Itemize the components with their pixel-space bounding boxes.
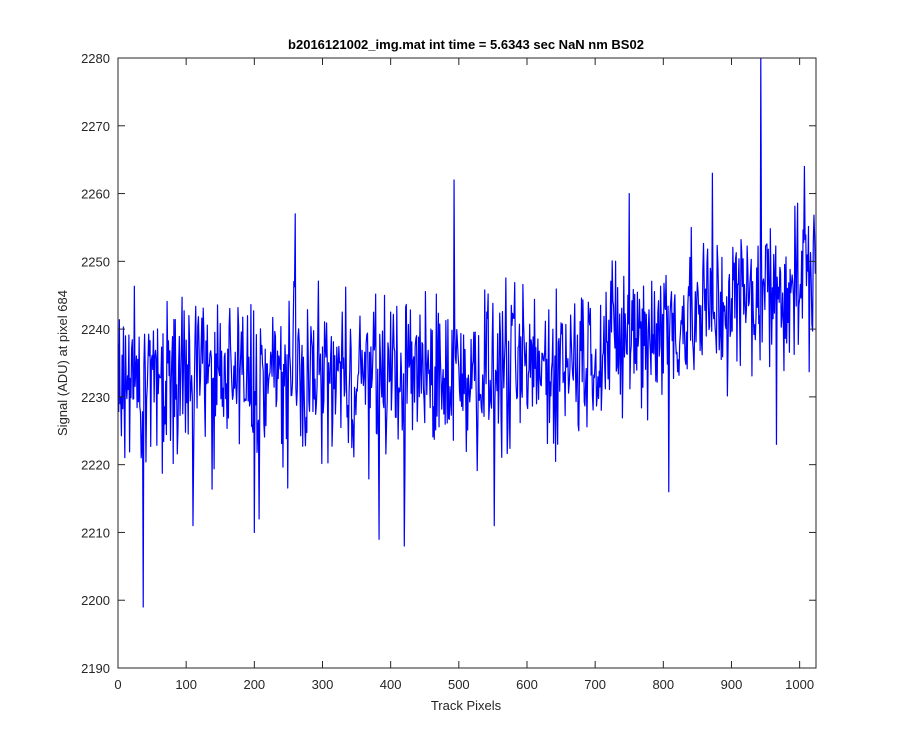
y-tick-label: 2240 bbox=[81, 322, 110, 337]
x-tick-label: 200 bbox=[243, 677, 265, 692]
x-tick-label: 1000 bbox=[785, 677, 814, 692]
x-axis-label: Track Pixels bbox=[431, 698, 502, 713]
y-tick-label: 2260 bbox=[81, 187, 110, 202]
y-tick-label: 2190 bbox=[81, 661, 110, 676]
y-tick-label: 2200 bbox=[81, 593, 110, 608]
x-tick-label: 500 bbox=[448, 677, 470, 692]
x-tick-label: 800 bbox=[652, 677, 674, 692]
y-tick-label: 2210 bbox=[81, 525, 110, 540]
x-tick-label: 0 bbox=[114, 677, 121, 692]
axes-box bbox=[117, 57, 817, 669]
x-tick-label: 600 bbox=[516, 677, 538, 692]
x-tick-label: 700 bbox=[584, 677, 606, 692]
y-axis-label: Signal (ADU) at pixel 684 bbox=[55, 290, 70, 436]
x-tick-label: 400 bbox=[380, 677, 402, 692]
chart-title: b2016121002_img.mat int time = 5.6343 se… bbox=[288, 37, 644, 52]
y-tick-label: 2230 bbox=[81, 390, 110, 405]
x-tick-label: 300 bbox=[312, 677, 334, 692]
series-line bbox=[118, 58, 816, 608]
x-axis: 0 100 200 300 400 500 600 700 800 900 1000 bbox=[114, 58, 814, 692]
y-tick-label: 2270 bbox=[81, 119, 110, 134]
plot-clip-group bbox=[118, 58, 816, 608]
y-tick-label: 2250 bbox=[81, 254, 110, 269]
x-tick-label: 100 bbox=[175, 677, 197, 692]
y-tick-label: 2280 bbox=[81, 51, 110, 66]
y-tick-label: 2220 bbox=[81, 458, 110, 473]
x-tick-label: 900 bbox=[721, 677, 743, 692]
y-axis: 2190 2200 2210 2220 2230 2240 2250 2260 2270 2280 bbox=[81, 51, 816, 676]
plot-area bbox=[118, 58, 816, 668]
